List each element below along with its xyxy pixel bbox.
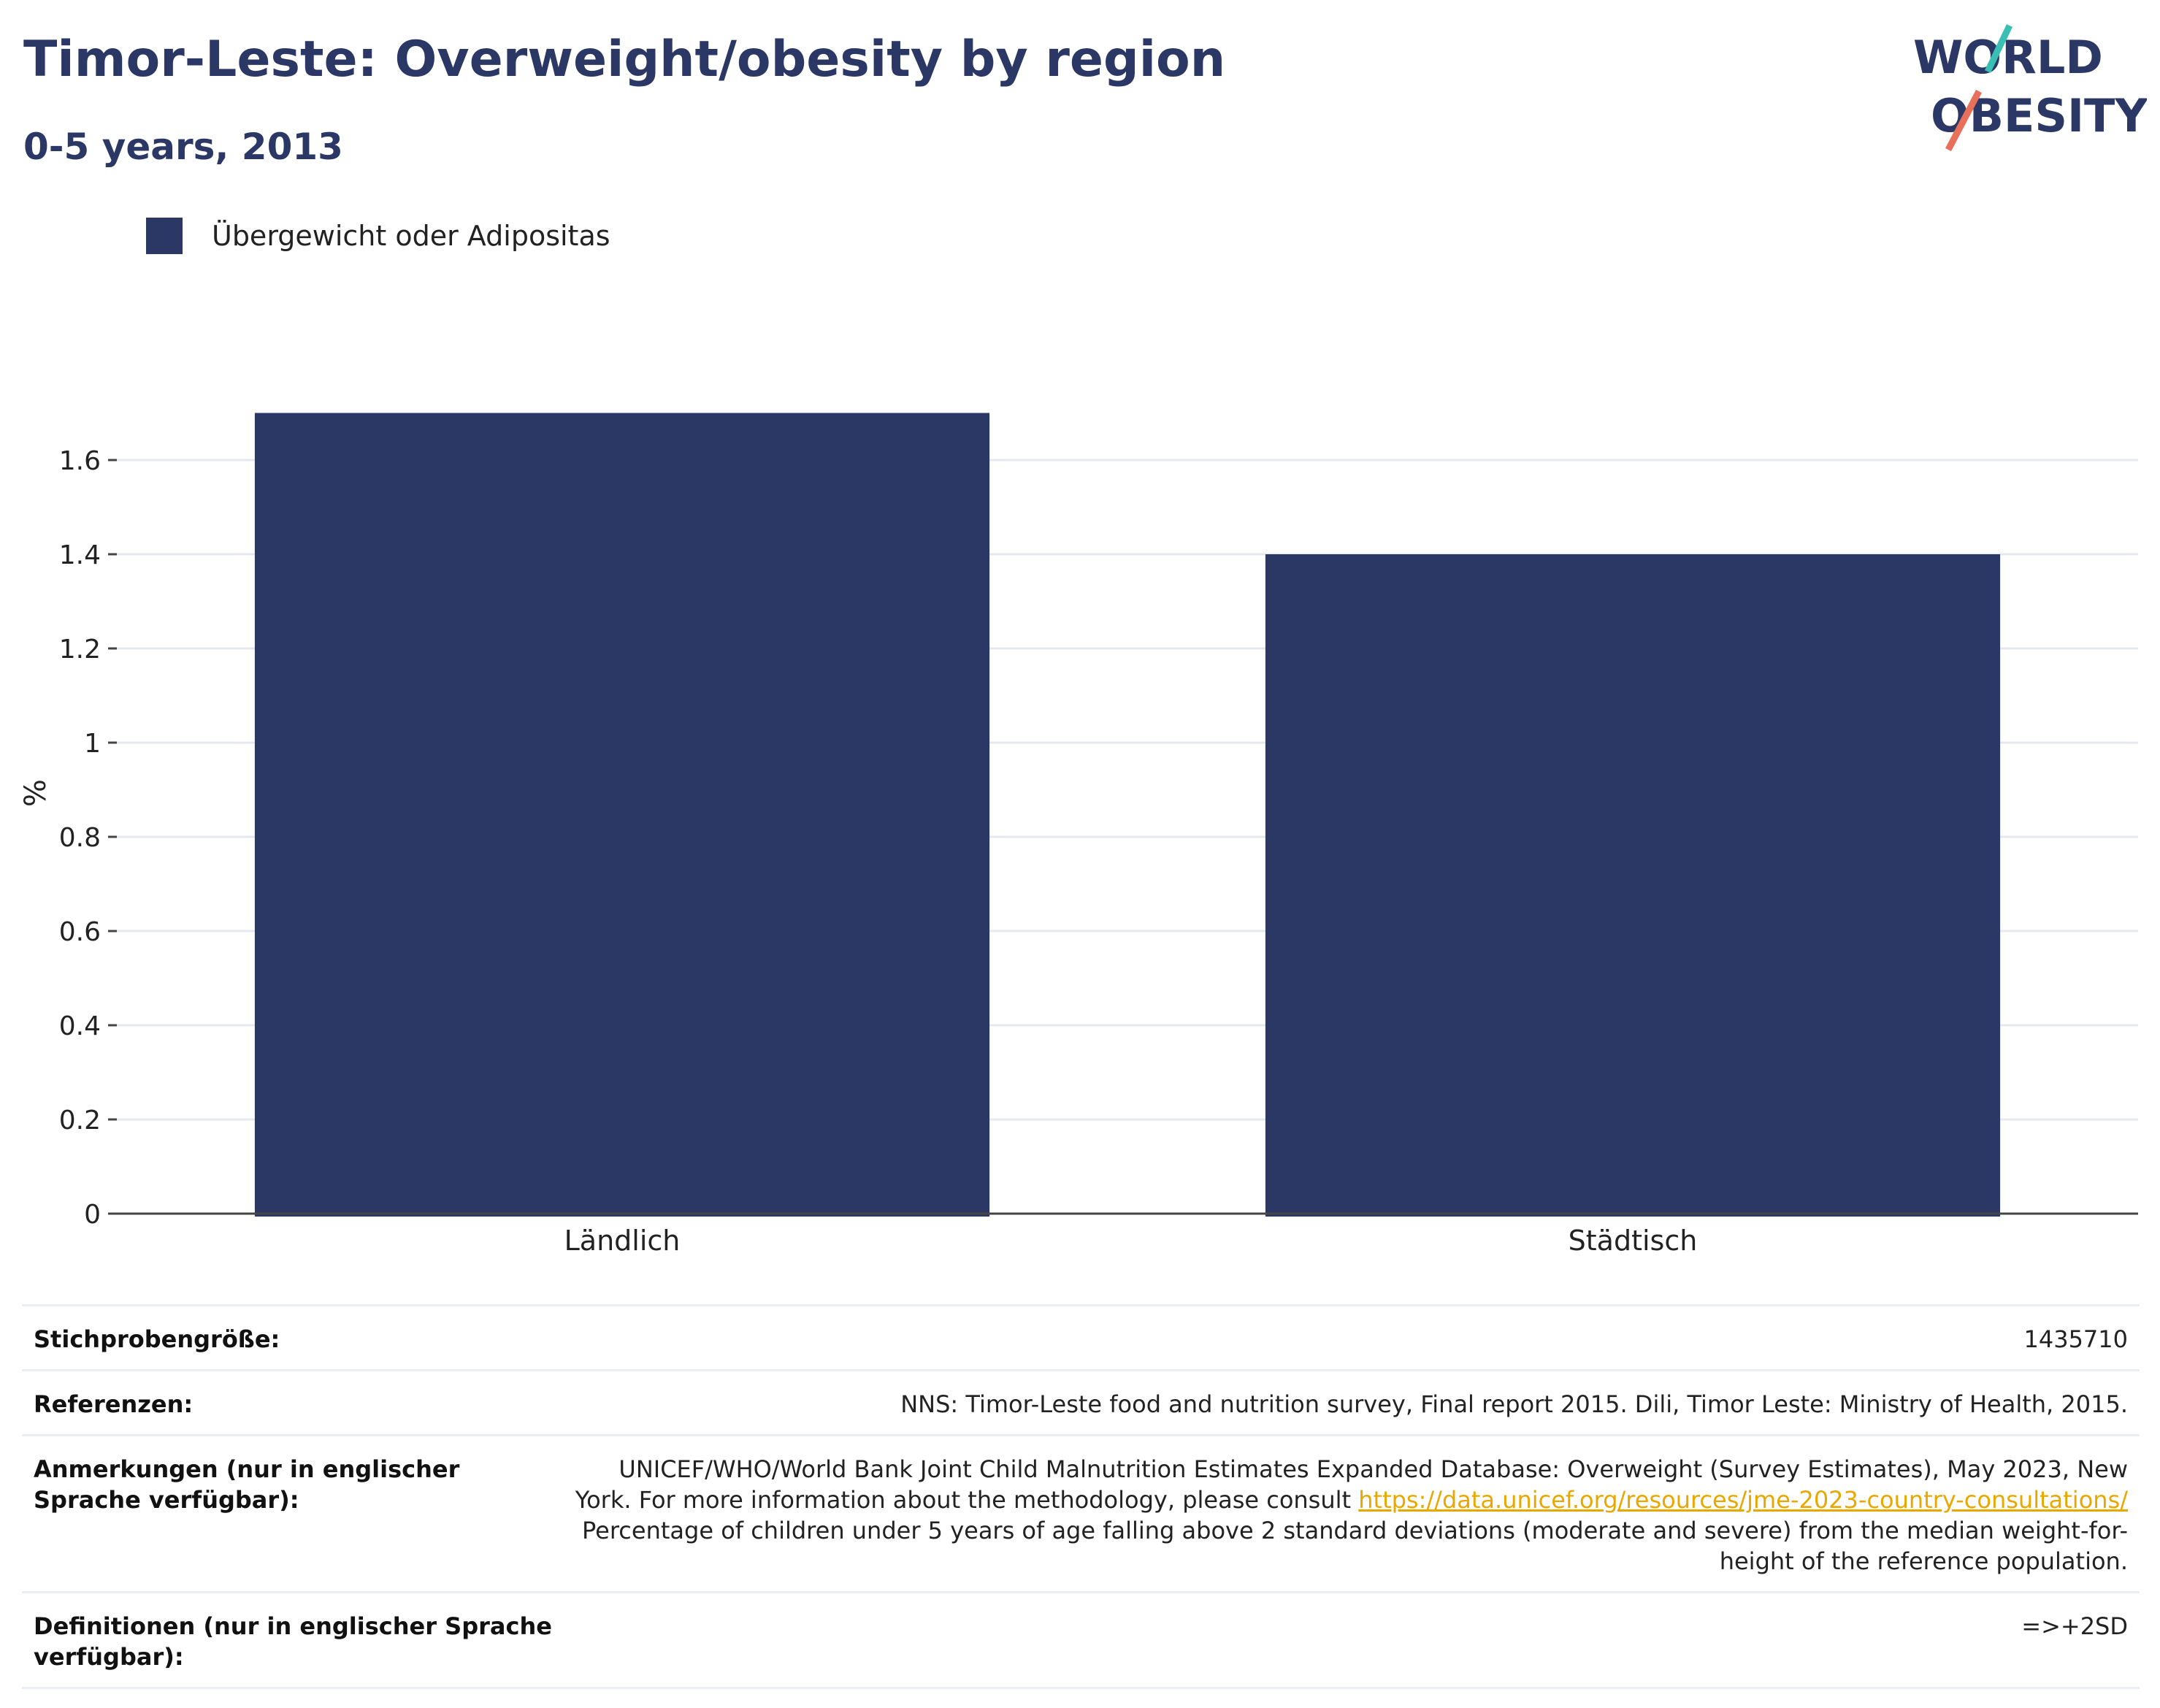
y-tick-label: 1.6: [59, 446, 101, 476]
sample-size-label: Stichprobengröße:: [34, 1325, 280, 1353]
references-label: Referenzen:: [34, 1390, 194, 1418]
svg-text:WORLD: WORLD: [1913, 31, 2103, 84]
y-tick-label: 1: [84, 729, 101, 759]
notes-link[interactable]: https://data.unicef.org/resources/jme-20…: [1358, 1486, 2128, 1514]
bar-chart: 0 0.2 0.4 0.6 0.8 1 1.2 1.4 1.6 Ländlich Städtisch…: [19, 413, 2138, 1257]
sample-size-value: 1435710: [2023, 1325, 2128, 1353]
notes-text-2: Percentage of children under 5 years of …: [582, 1517, 2128, 1575]
meta-row-definitions: Definitionen (nur in englischer Sprache …: [22, 1591, 2140, 1689]
bar-staedtisch: [1265, 554, 2001, 1217]
world-obesity-logo: WORLD OBESITY: [1913, 24, 2147, 152]
definitions-value: =>+2SD: [2021, 1612, 2128, 1640]
legend-swatch: [146, 218, 183, 254]
x-tick-label: Ländlich: [564, 1225, 681, 1257]
y-tick-label: 0.4: [59, 1011, 101, 1041]
definitions-label: Definitionen (nur in englischer Sprache …: [34, 1612, 552, 1671]
metadata-table: Stichprobengröße: 1435710 Referenzen: NN…: [22, 1304, 2140, 1689]
y-tick-label: 1.4: [59, 540, 101, 570]
notes-text-1: UNICEF/WHO/World Bank Joint Child Malnut…: [575, 1455, 2128, 1514]
legend-label: Übergewicht oder Adipositas: [212, 220, 610, 252]
x-tick-label: Städtisch: [1569, 1225, 1698, 1257]
meta-row-references: Referenzen: NNS: Timor-Leste food and nu…: [22, 1369, 2140, 1434]
y-tick-label: 0.2: [59, 1106, 101, 1136]
notes-value: UNICEF/WHO/World Bank Joint Child Malnut…: [559, 1454, 2128, 1577]
chart-subtitle: 0-5 years, 2013: [23, 126, 343, 168]
references-value: NNS: Timor-Leste food and nutrition surv…: [900, 1390, 2128, 1418]
chart-legend: Übergewicht oder Adipositas: [146, 218, 610, 254]
meta-row-notes: Anmerkungen (nur in englischer Sprache v…: [22, 1434, 2140, 1591]
meta-row-sample-size: Stichprobengröße: 1435710: [22, 1304, 2140, 1369]
y-tick-label: 0: [84, 1200, 101, 1230]
y-tick-label: 0.6: [59, 917, 101, 947]
notes-label: Anmerkungen (nur in englischer Sprache v…: [34, 1455, 460, 1514]
y-tick-label: 0.8: [59, 823, 101, 853]
chart-title: Timor-Leste: Overweight/obesity by regio…: [23, 31, 1226, 88]
bar-laendlich: [254, 413, 990, 1217]
y-axis-label: %: [19, 779, 53, 807]
y-tick-label: 1.2: [59, 635, 101, 665]
